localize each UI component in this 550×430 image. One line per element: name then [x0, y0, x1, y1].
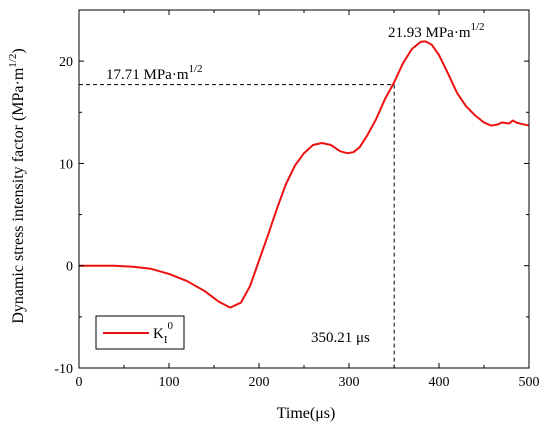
legend-label-main: K	[153, 326, 164, 342]
x-tick-label: 200	[249, 375, 270, 390]
time-annotation: 350.21 μs	[311, 330, 370, 346]
y-axis-label-sup: 1/2	[7, 54, 19, 68]
y-tick-label: -10	[54, 362, 73, 377]
y-axis-label-tail: )	[10, 48, 27, 53]
legend-label-sub: I	[164, 334, 168, 346]
x-tick-label: 100	[159, 375, 180, 390]
x-tick-label: 0	[76, 375, 83, 390]
peak-annotation-sup: 1/2	[471, 21, 485, 33]
legend-label: KI0	[153, 320, 174, 346]
x-tick-label: 500	[519, 375, 540, 390]
level-annotation-main: 17.71 MPa·m	[106, 67, 189, 83]
peak-annotation: 21.93 MPa·m1/2	[388, 21, 485, 41]
x-tick-label: 300	[339, 375, 360, 390]
level-annotation-sup: 1/2	[189, 63, 203, 75]
series-line-0	[79, 40, 530, 309]
x-axis-label: Time(μs)	[277, 405, 336, 422]
y-axis-label-main: Dynamic stress intensity factor (MPa·m	[10, 67, 27, 324]
y-axis-label: Dynamic stress intensity factor (MPa·m1/…	[7, 48, 27, 323]
legend-label-sup: 0	[168, 320, 174, 332]
y-tick-label: 10	[59, 157, 73, 172]
peak-annotation-main: 21.93 MPa·m	[388, 25, 471, 41]
level-annotation: 17.71 MPa·m1/2	[106, 63, 203, 83]
y-tick-label: 0	[66, 260, 73, 275]
x-tick-label: 400	[429, 375, 450, 390]
y-tick-label: 20	[59, 55, 73, 70]
plot-frame	[78, 9, 530, 369]
